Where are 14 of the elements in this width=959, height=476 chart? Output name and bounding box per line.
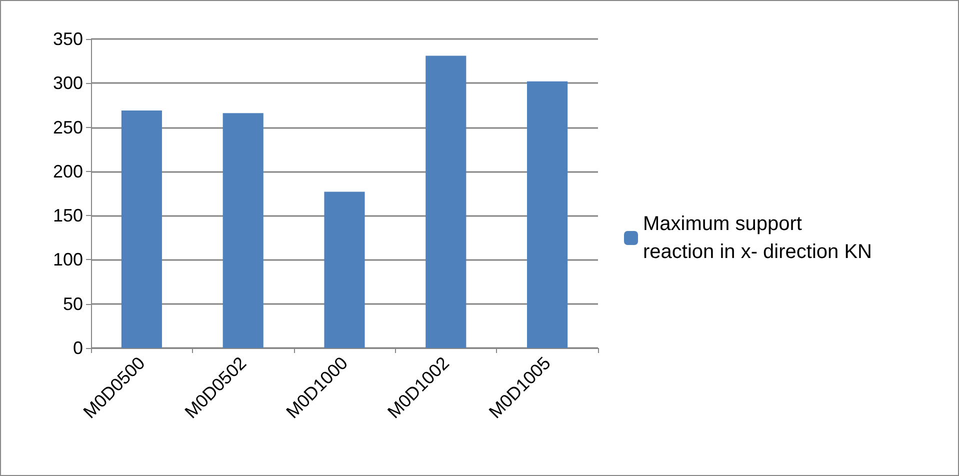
bar (426, 56, 466, 348)
y-tick-label: 300 (52, 73, 83, 94)
bar (121, 110, 162, 348)
legend-label: Maximum support reaction in x- direction KN (643, 213, 872, 263)
y-tick-label: 0 (72, 338, 83, 358)
bar (222, 113, 264, 348)
bar (527, 81, 568, 348)
y-tick-label: 150 (52, 206, 83, 226)
y-tick-label: 100 (52, 250, 83, 270)
y-tick-label: 250 (52, 117, 83, 138)
y-tick-label: 200 (52, 161, 83, 182)
bar (324, 192, 365, 348)
y-tick-label: 50 (62, 294, 83, 314)
y-tick-label: 350 (52, 29, 83, 49)
